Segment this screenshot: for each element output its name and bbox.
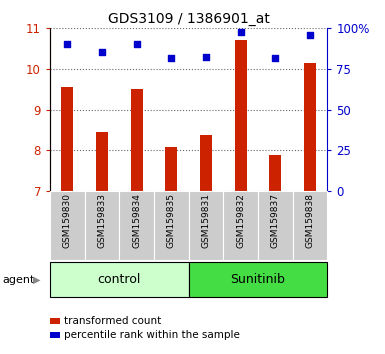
FancyBboxPatch shape — [189, 262, 327, 297]
Point — [134, 41, 140, 47]
FancyBboxPatch shape — [119, 191, 154, 260]
Bar — [61, 87, 74, 191]
Text: transformed count: transformed count — [64, 316, 161, 326]
FancyBboxPatch shape — [223, 191, 258, 260]
Point — [99, 49, 105, 55]
Text: GSM159835: GSM159835 — [167, 193, 176, 248]
Text: GSM159833: GSM159833 — [97, 193, 107, 248]
Point — [168, 55, 174, 61]
FancyBboxPatch shape — [154, 191, 189, 260]
Bar — [96, 132, 108, 191]
FancyBboxPatch shape — [189, 191, 223, 260]
Text: GSM159838: GSM159838 — [305, 193, 315, 248]
FancyBboxPatch shape — [293, 191, 327, 260]
Bar — [304, 63, 316, 191]
Bar — [165, 147, 177, 191]
Text: GSM159832: GSM159832 — [236, 193, 245, 248]
Bar — [200, 135, 212, 191]
Point — [64, 41, 70, 47]
Text: GSM159834: GSM159834 — [132, 193, 141, 248]
Text: GSM159831: GSM159831 — [201, 193, 211, 248]
FancyBboxPatch shape — [50, 262, 189, 297]
Bar — [269, 154, 281, 191]
Title: GDS3109 / 1386901_at: GDS3109 / 1386901_at — [108, 12, 270, 26]
FancyBboxPatch shape — [258, 191, 293, 260]
Point — [238, 29, 244, 35]
Bar — [234, 40, 247, 191]
Text: percentile rank within the sample: percentile rank within the sample — [64, 330, 239, 340]
FancyBboxPatch shape — [50, 191, 85, 260]
Point — [203, 54, 209, 59]
Text: GSM159837: GSM159837 — [271, 193, 280, 248]
Text: GSM159830: GSM159830 — [63, 193, 72, 248]
Text: agent: agent — [2, 275, 34, 285]
Text: ▶: ▶ — [33, 275, 40, 285]
Text: control: control — [98, 273, 141, 286]
Point — [272, 55, 278, 61]
FancyBboxPatch shape — [85, 191, 119, 260]
Point — [307, 33, 313, 38]
Text: Sunitinib: Sunitinib — [231, 273, 285, 286]
Bar — [131, 88, 143, 191]
